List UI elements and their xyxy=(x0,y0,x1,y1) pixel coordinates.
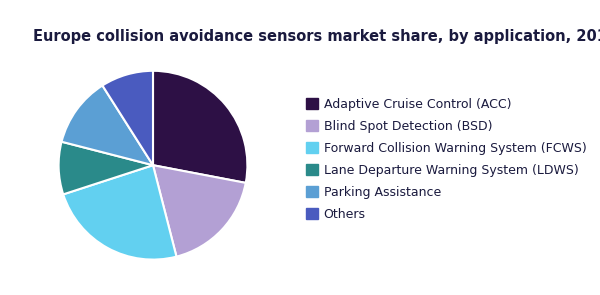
Wedge shape xyxy=(153,71,247,183)
Text: Europe collision avoidance sensors market share, by application, 2017 (%): Europe collision avoidance sensors marke… xyxy=(33,30,600,45)
Wedge shape xyxy=(59,142,153,194)
Wedge shape xyxy=(62,86,153,165)
Wedge shape xyxy=(63,165,176,260)
Wedge shape xyxy=(153,165,246,257)
Legend: Adaptive Cruise Control (ACC), Blind Spot Detection (BSD), Forward Collision War: Adaptive Cruise Control (ACC), Blind Spo… xyxy=(306,98,587,221)
Wedge shape xyxy=(103,71,153,165)
